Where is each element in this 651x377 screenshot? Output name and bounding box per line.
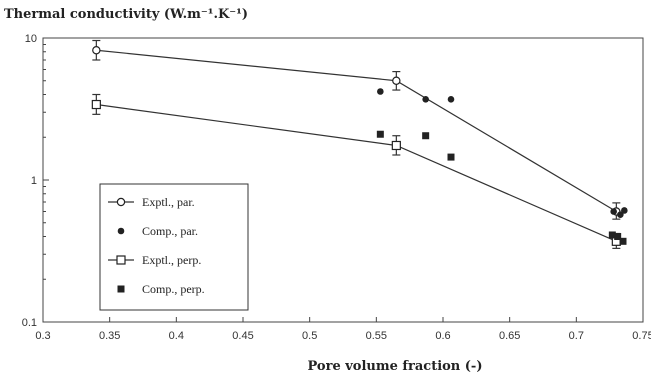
data-point-open-circle (392, 76, 401, 85)
data-point-filled-circle (377, 88, 384, 95)
x-tick-label: 0.55 (366, 330, 387, 342)
x-tick-label: 0.6 (435, 330, 450, 342)
data-point-filled-square (376, 130, 384, 138)
series-4 (376, 130, 627, 245)
data-point-filled-circle (610, 208, 617, 215)
series-layer (91, 39, 628, 249)
x-axis-label: Pore volume fraction (-) (308, 359, 483, 374)
y-tick-label: 10 (25, 33, 37, 45)
data-point-filled-square (447, 153, 455, 161)
y-tick-label: 1 (31, 175, 37, 187)
data-point-filled-square (117, 285, 125, 293)
x-tick-label: 0.35 (99, 330, 120, 342)
data-point-filled-square (422, 132, 430, 140)
data-point-open-circle (92, 46, 101, 55)
data-point-open-circle (116, 197, 126, 207)
data-point-filled-circle (447, 96, 455, 103)
data-point-filled-square (619, 237, 627, 245)
data-point-filled-circle (621, 207, 628, 214)
data-point-filled-square (608, 231, 616, 239)
data-point-filled-circle (422, 96, 429, 103)
y-axis-ticks: 0.1 1 10 (22, 33, 49, 329)
legend-label: Comp., perp. (142, 282, 205, 296)
data-point-open-square (91, 99, 101, 110)
series-2 (377, 88, 628, 218)
x-tick-label: 0.75 (632, 330, 651, 342)
legend-item: Exptl., perp. (108, 253, 201, 267)
chart-title: Thermal conductivity (W.m⁻¹.K⁻¹) (4, 7, 248, 22)
legend-label: Exptl., par. (142, 195, 195, 209)
data-point-filled-circle (617, 211, 624, 218)
x-tick-label: 0.65 (499, 330, 520, 342)
x-tick-label: 0.5 (302, 330, 317, 342)
data-point-filled-circle (117, 227, 125, 235)
x-tick-label: 0.7 (569, 330, 584, 342)
legend-item: Comp., perp. (117, 282, 205, 296)
x-tick-label: 0.4 (169, 330, 184, 342)
legend: Exptl., par. Comp., par. Exptl., perp. Comp… (99, 183, 249, 311)
legend-item: Comp., par. (117, 224, 198, 238)
legend-label: Exptl., perp. (142, 253, 201, 267)
data-point-filled-square (614, 233, 622, 241)
legend-label: Comp., par. (142, 224, 198, 238)
y-tick-label: 0.1 (22, 317, 37, 329)
legend-item: Exptl., par. (108, 195, 195, 209)
legend-box (99, 183, 249, 311)
x-axis-ticks: 0.3 0.35 0.4 0.45 0.5 0.55 0.6 0.65 0.7 0.75 (35, 317, 651, 342)
data-point-open-square (116, 255, 126, 265)
data-point-open-square (391, 140, 401, 151)
x-tick-label: 0.3 (35, 330, 50, 342)
series-3 (91, 93, 621, 249)
x-tick-label: 0.45 (232, 330, 253, 342)
